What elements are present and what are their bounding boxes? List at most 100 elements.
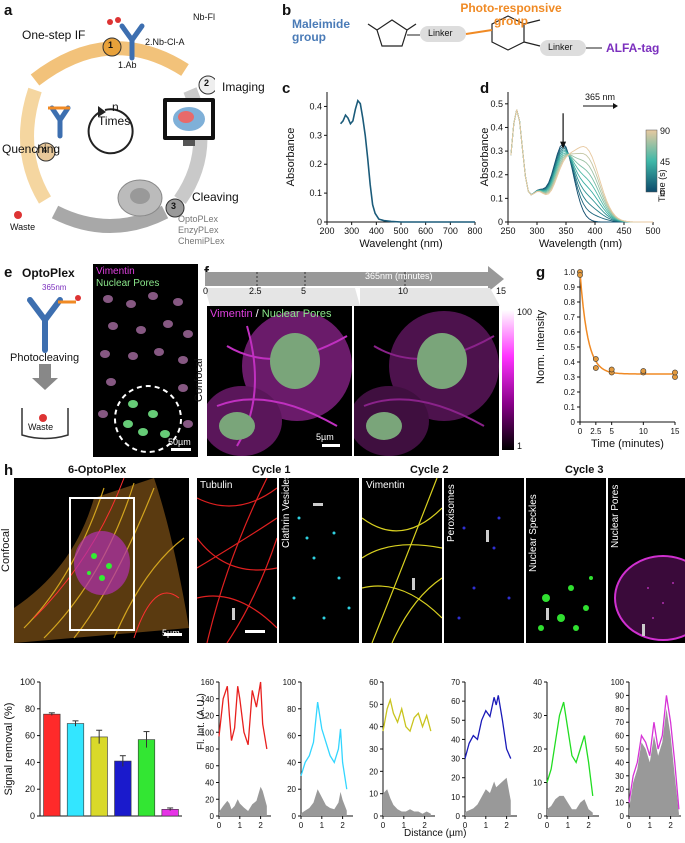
cycle-2-label: Cycle 2 bbox=[410, 464, 449, 476]
x-tick-label: 5 bbox=[609, 427, 614, 436]
channel-vimentin-h: Vimentin bbox=[366, 480, 405, 491]
x-tick-label: 1 bbox=[238, 821, 243, 830]
bar bbox=[114, 760, 132, 817]
bar bbox=[66, 723, 85, 817]
cycle-3-label: Cycle 3 bbox=[565, 464, 604, 476]
y-tick-label: 0.3 bbox=[490, 146, 503, 156]
spectrum-line bbox=[510, 109, 654, 223]
channel-nuclear-pores-f: Nuclear Pores bbox=[261, 308, 332, 320]
profile-after-area bbox=[629, 708, 679, 816]
data-point bbox=[640, 368, 647, 374]
scalebar-h: 5µm bbox=[162, 628, 180, 638]
x-tick-label: 10 bbox=[639, 427, 648, 436]
intensity-colorbar bbox=[502, 310, 514, 450]
profile-after-area bbox=[383, 789, 431, 816]
y-tick-label: 30 bbox=[369, 745, 378, 754]
y-tick-label: 60 bbox=[287, 732, 296, 741]
step-label-one-step-if: One-step IF bbox=[22, 28, 86, 42]
data-point bbox=[592, 356, 599, 362]
y-tick-label: 0.2 bbox=[490, 170, 503, 180]
confocal-side-label-h: Confocal bbox=[0, 528, 12, 572]
y-tick-label: 0.3 bbox=[564, 373, 576, 382]
y-tick-label: 0 bbox=[456, 812, 461, 821]
x-tick-label: 1 bbox=[648, 821, 653, 830]
y-tick-label: 0.2 bbox=[309, 159, 322, 169]
loop-arrow-icon bbox=[87, 108, 134, 155]
spectrum-line bbox=[510, 109, 654, 223]
profile-before-line bbox=[300, 702, 348, 790]
y-tick-label: 20 bbox=[287, 785, 296, 794]
panel-a-diagram bbox=[14, 17, 215, 233]
y-tick-label: 20 bbox=[369, 767, 378, 776]
photocleaving-label: Photocleaving bbox=[10, 352, 80, 364]
reagent-nb-fl: Nb-Fl bbox=[193, 12, 215, 22]
y-tick-label: 0.6 bbox=[564, 328, 576, 337]
y-tick-label: 0.4 bbox=[490, 122, 503, 132]
y-tick-label: 0.9 bbox=[564, 283, 576, 292]
bar bbox=[137, 739, 156, 817]
y-tick-label: 0 bbox=[210, 812, 215, 821]
x-tick-label: 400 bbox=[369, 226, 384, 236]
spectrum-line bbox=[510, 109, 654, 223]
waste-label: Waste bbox=[10, 222, 36, 232]
y-tick-label: 40 bbox=[533, 678, 542, 687]
y-tick-label: 90 bbox=[615, 691, 624, 700]
x-tick-label: 450 bbox=[616, 226, 631, 236]
vimentin-image bbox=[362, 478, 442, 643]
y-tick-label: 0 bbox=[620, 812, 625, 821]
x-tick-label: 800 bbox=[467, 226, 482, 236]
y-tick-label: 40 bbox=[205, 779, 214, 788]
waste-icon bbox=[14, 211, 22, 219]
down-arrow-icon bbox=[32, 378, 58, 390]
channel-tubulin: Tubulin bbox=[200, 480, 233, 491]
x-tick-label: 250 bbox=[500, 226, 515, 236]
spectrum-line bbox=[510, 109, 654, 223]
center-n: n bbox=[112, 100, 119, 114]
x-tick-label: 350 bbox=[558, 226, 573, 236]
step-label-cleaving: Cleaving bbox=[192, 190, 239, 204]
x-tick-label: 1 bbox=[320, 821, 325, 830]
y-tick-label: 80 bbox=[205, 745, 214, 754]
optoplex-6-title: 6-OptoPlex bbox=[68, 464, 127, 476]
six-optoplex-image bbox=[14, 478, 189, 643]
step-badge-4 bbox=[36, 142, 56, 162]
y-tick-label: 60 bbox=[369, 678, 378, 687]
y-tick-label: 0.8 bbox=[564, 298, 576, 307]
intensity-decay-chart: 0 2.5 5 10 15 0 0.1 0.2 0.3 0.4 0.5 0.6 0.7 0.8 0.9 1.0… bbox=[535, 268, 680, 450]
x-axis-label: Time (minutes) bbox=[591, 438, 664, 450]
y-tick-label: 40 bbox=[451, 735, 460, 744]
x-tick-label: 700 bbox=[443, 226, 458, 236]
y-tick-label: 0.4 bbox=[564, 358, 576, 367]
y-tick-label: 70 bbox=[451, 678, 460, 687]
x-tick-label: 500 bbox=[645, 226, 660, 236]
x-tick-label: 2 bbox=[586, 821, 591, 830]
profile-xlabel: Distance (µm) bbox=[404, 828, 467, 839]
y-tick-label: 20 bbox=[451, 774, 460, 783]
y-tick-label: 0.5 bbox=[564, 343, 576, 352]
x-tick-label: 1 bbox=[484, 821, 489, 830]
x-tick-label: 1 bbox=[402, 821, 407, 830]
nuclear-pores-image bbox=[608, 478, 685, 643]
x-tick-label: 500 bbox=[393, 226, 408, 236]
data-point bbox=[608, 366, 615, 373]
y-tick-label: 40 bbox=[369, 723, 378, 732]
y-tick-label: 100 bbox=[283, 678, 297, 687]
y-tick-label: 60 bbox=[451, 697, 460, 706]
y-tick-label: 0 bbox=[498, 217, 503, 227]
step-label-imaging: Imaging bbox=[222, 80, 265, 94]
y-tick-label: 10 bbox=[615, 799, 624, 808]
y-tick-label: 30 bbox=[533, 712, 542, 721]
x-axis-label: Wavelenght (nm) bbox=[359, 238, 442, 250]
spectrum-line bbox=[510, 109, 654, 223]
x-tick-label: 300 bbox=[529, 226, 544, 236]
step-badge-2 bbox=[198, 75, 215, 95]
profile-after-area bbox=[465, 777, 511, 816]
y-tick-label: 70 bbox=[615, 718, 624, 727]
profile-after-area bbox=[547, 795, 593, 816]
photocleavage-spectra-chart: 250 300 350 400 450 500 0 0.1 0.2 0.3 0.4 0.5 Wavele… bbox=[479, 92, 661, 250]
y-tick-label: 10 bbox=[533, 779, 542, 788]
confocal-after-image bbox=[354, 306, 499, 456]
panel-b-structure bbox=[367, 15, 602, 56]
spectrum-line bbox=[510, 109, 654, 223]
y-tick-label: 140 bbox=[201, 695, 215, 704]
